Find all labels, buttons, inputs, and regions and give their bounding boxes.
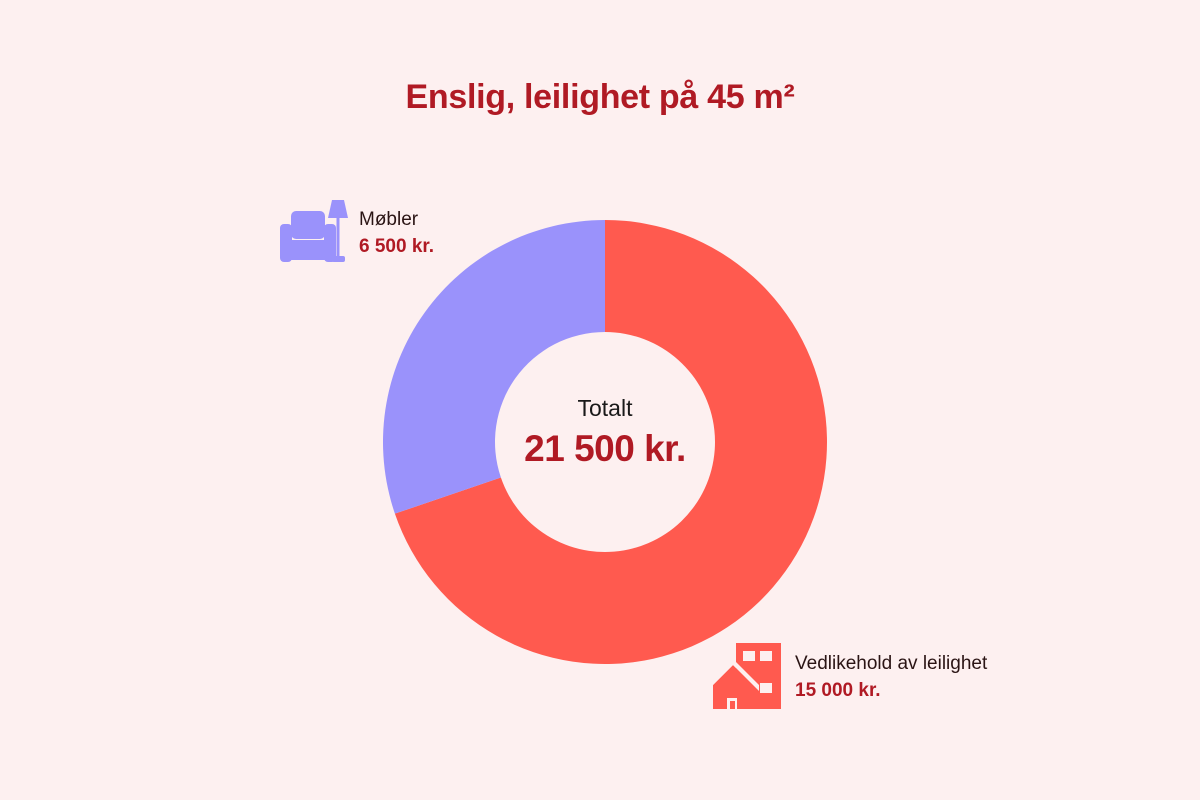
total-value: 21 500 kr. [524, 428, 686, 469]
armchair-lamp-icon [277, 200, 359, 266]
house-building-icon [711, 643, 795, 711]
slice-mobler[interactable] [383, 220, 605, 514]
legend-item-mobler: Møbler 6 500 kr. [277, 200, 434, 266]
chart-title: Enslig, leilighet på 45 m² [405, 78, 795, 116]
legend-amount: 15 000 kr. [795, 679, 881, 701]
legend-item-vedlikehold: Vedlikehold av leilighet 15 000 kr. [711, 643, 988, 711]
legend-amount: 6 500 kr. [359, 235, 435, 257]
legend-label: Vedlikehold av leilighet [795, 652, 988, 674]
legend-label: Møbler [359, 208, 419, 230]
total-label: Totalt [577, 395, 633, 421]
donut-center: Totalt 21 500 kr. [505, 395, 705, 470]
slice-vedlikehold[interactable] [394, 220, 827, 665]
